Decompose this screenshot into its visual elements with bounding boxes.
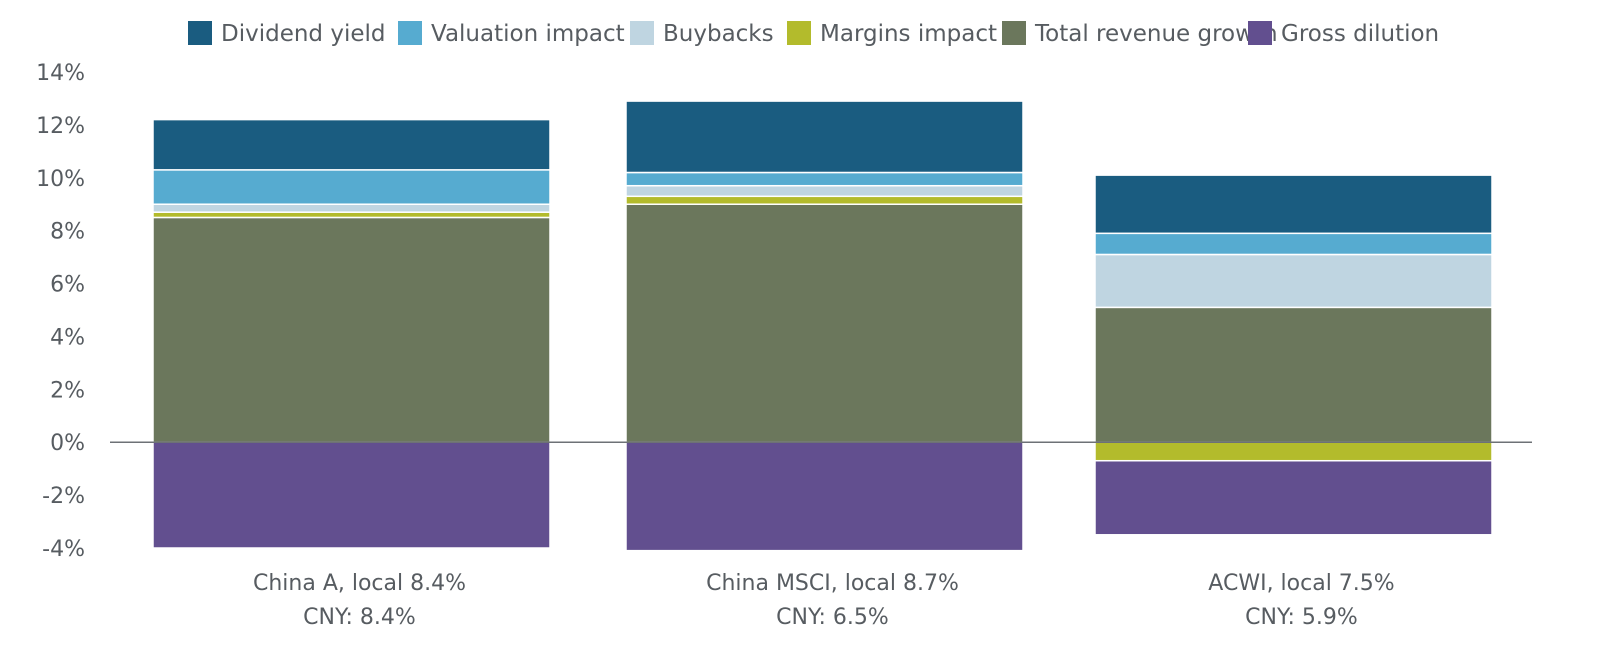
bar-segment-gross-dilution <box>625 441 1024 552</box>
category-sublabel: CNY: 5.9% <box>1245 605 1358 630</box>
bar-segment-buybacks <box>152 203 551 213</box>
category-sublabel: CNY: 8.4% <box>303 605 416 630</box>
y-tick-label: 14% <box>36 61 85 86</box>
legend-swatch-4 <box>1002 21 1026 45</box>
legend-label-0: Dividend yield <box>221 21 385 47</box>
legend-label-2: Buybacks <box>663 21 774 47</box>
bar-segment-valuation-impact <box>1094 232 1493 256</box>
y-tick-label: 0% <box>50 431 85 456</box>
category-label: China A, local 8.4% <box>253 571 466 596</box>
legend-label-1: Valuation impact <box>431 21 625 47</box>
y-axis: 14% 12% 10% 8% 6% 4% 2% 0% -2% -4% <box>36 61 85 562</box>
y-tick-label: 2% <box>50 378 85 403</box>
bar-segment-buybacks <box>625 184 1024 198</box>
y-tick-label: -4% <box>42 537 85 562</box>
legend-swatch-5 <box>1248 21 1272 45</box>
category-sublabel: CNY: 6.5% <box>776 605 889 630</box>
x-axis-labels: China A, local 8.4% CNY: 8.4% China MSCI, … <box>253 571 1395 630</box>
legend-label-5: Gross dilution <box>1281 21 1439 47</box>
bars <box>152 100 1493 552</box>
bar-segment-dividend-yield <box>625 100 1024 174</box>
category-label: ACWI, local 7.5% <box>1208 571 1394 596</box>
y-tick-label: 6% <box>50 273 85 298</box>
bar-segment-margins-impact <box>152 211 551 219</box>
bar-segment-gross-dilution <box>1094 459 1493 536</box>
category-label: China MSCI, local 8.7% <box>706 571 959 596</box>
y-tick-label: 8% <box>50 220 85 245</box>
legend: Dividend yield Valuation impact Buybacks Ma… <box>188 21 1439 47</box>
legend-label-3: Margins impact <box>820 21 997 47</box>
bar-segment-total-revenue-growth <box>625 203 1024 443</box>
bar-segment-valuation-impact <box>625 171 1024 187</box>
bar-segment-margins-impact <box>625 195 1024 205</box>
legend-swatch-3 <box>787 21 811 45</box>
bar-segment-valuation-impact <box>152 169 551 205</box>
legend-label-4: Total revenue growth <box>1034 21 1278 47</box>
y-tick-label: 10% <box>36 167 85 192</box>
bar-segment-gross-dilution <box>152 441 551 549</box>
bar-segment-margins-impact <box>1094 441 1493 462</box>
y-tick-label: -2% <box>42 484 85 509</box>
bar-segment-dividend-yield <box>152 118 551 171</box>
bar-segment-dividend-yield <box>1094 174 1493 235</box>
legend-swatch-1 <box>398 21 422 45</box>
bar-segment-total-revenue-growth <box>152 216 551 443</box>
legend-swatch-2 <box>630 21 654 45</box>
bar-segment-total-revenue-growth <box>1094 306 1493 443</box>
y-tick-label: 12% <box>36 114 85 139</box>
y-tick-label: 4% <box>50 325 85 350</box>
legend-swatch-0 <box>188 21 212 45</box>
bar-segment-buybacks <box>1094 253 1493 309</box>
